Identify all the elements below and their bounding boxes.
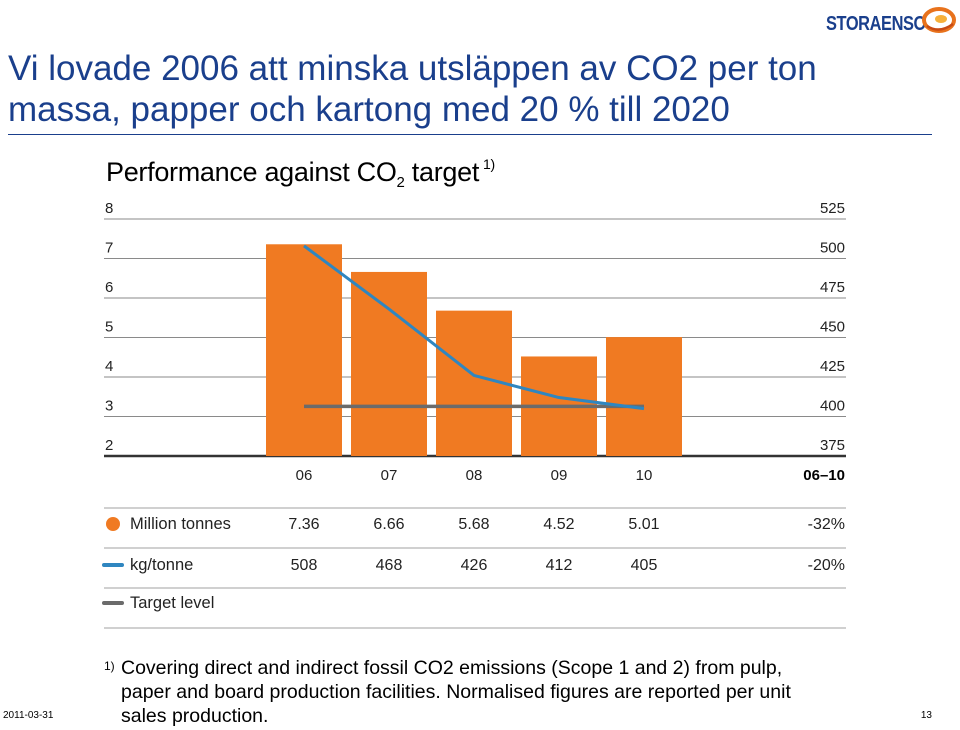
right-tick-label: 475 bbox=[820, 279, 845, 296]
line-value-label: 412 bbox=[546, 557, 573, 574]
x-tick-label: 09 bbox=[551, 467, 568, 484]
footnote-text: Covering direct and indirect fossil CO2 … bbox=[121, 657, 791, 727]
line-series bbox=[303, 244, 645, 411]
footnote-marker: 1) bbox=[104, 659, 115, 673]
line-value-label: 468 bbox=[376, 557, 403, 574]
right-tick-label: 425 bbox=[820, 358, 845, 375]
right-tick-label: 375 bbox=[820, 437, 845, 454]
line-value-label: 426 bbox=[461, 557, 488, 574]
bar-series bbox=[266, 244, 682, 456]
left-tick-label: 7 bbox=[105, 240, 113, 257]
bar-change-label: -32% bbox=[808, 516, 845, 533]
x-tick-label: 08 bbox=[466, 467, 483, 484]
left-tick-label: 4 bbox=[105, 358, 113, 375]
right-tick-label: 400 bbox=[820, 398, 845, 415]
x-tick-label: 07 bbox=[381, 467, 398, 484]
bar-value-label: 4.52 bbox=[543, 516, 574, 533]
legend-bar-label: Million tonnes bbox=[130, 515, 231, 533]
chart-heading-rest: target bbox=[404, 157, 480, 187]
left-tick-label: 3 bbox=[105, 398, 113, 415]
legend-bar-marker bbox=[106, 517, 120, 531]
line-value-label: 508 bbox=[291, 557, 318, 574]
x-tick-label: 10 bbox=[636, 467, 653, 484]
logo-swirl-icon bbox=[922, 7, 956, 33]
slide-title: Vi lovade 2006 att minska utsläppen av C… bbox=[8, 49, 817, 129]
bar-value-label: 7.36 bbox=[288, 516, 319, 533]
chart-heading-note-ref: 1) bbox=[483, 156, 495, 172]
right-tick-label: 450 bbox=[820, 319, 845, 336]
line-value-label: 405 bbox=[631, 557, 658, 574]
right-tick-label: 525 bbox=[820, 200, 845, 217]
bar-07 bbox=[351, 271, 427, 456]
data-table: Million tonnes kg/tonne Target level 7.36 6.… bbox=[102, 507, 846, 629]
left-tick-label: 2 bbox=[105, 437, 113, 454]
left-tick-label: 8 bbox=[105, 200, 113, 217]
left-tick-label: 6 bbox=[105, 279, 113, 296]
chart-heading: Performance against CO2 target 1) bbox=[106, 156, 495, 191]
right-tick-label: 500 bbox=[820, 240, 845, 257]
legend-line-label: kg/tonne bbox=[130, 556, 193, 574]
title-divider bbox=[8, 134, 932, 135]
chart-heading-subscript: 2 bbox=[396, 174, 405, 191]
bar-10 bbox=[606, 337, 682, 456]
bar-value-label: 5.68 bbox=[458, 516, 489, 533]
page-number: 13 bbox=[920, 710, 932, 721]
bar-value-label: 6.66 bbox=[373, 516, 404, 533]
bar-06 bbox=[266, 244, 342, 456]
chart-heading-main: Performance against CO bbox=[106, 157, 397, 187]
left-tick-label: 5 bbox=[105, 319, 113, 336]
kg-per-tonne-line bbox=[303, 244, 645, 411]
summary-header: 06–10 bbox=[803, 467, 845, 484]
company-logo: STORAENSO bbox=[826, 4, 956, 36]
footnote: 1) Covering direct and indirect fossil C… bbox=[104, 656, 824, 728]
x-tick-label: 06 bbox=[296, 467, 313, 484]
bar-value-label: 5.01 bbox=[628, 516, 659, 533]
axis-labels: 8 525 7 500 6 475 5 450 4 425 3 400 2 375 06 07 08 09 10 06… bbox=[105, 200, 845, 484]
legend-target-label: Target level bbox=[130, 594, 214, 612]
slide-date: 2011-03-31 bbox=[3, 710, 54, 721]
logo-text: STORAENSO bbox=[826, 13, 926, 35]
line-change-label: -20% bbox=[808, 557, 845, 574]
